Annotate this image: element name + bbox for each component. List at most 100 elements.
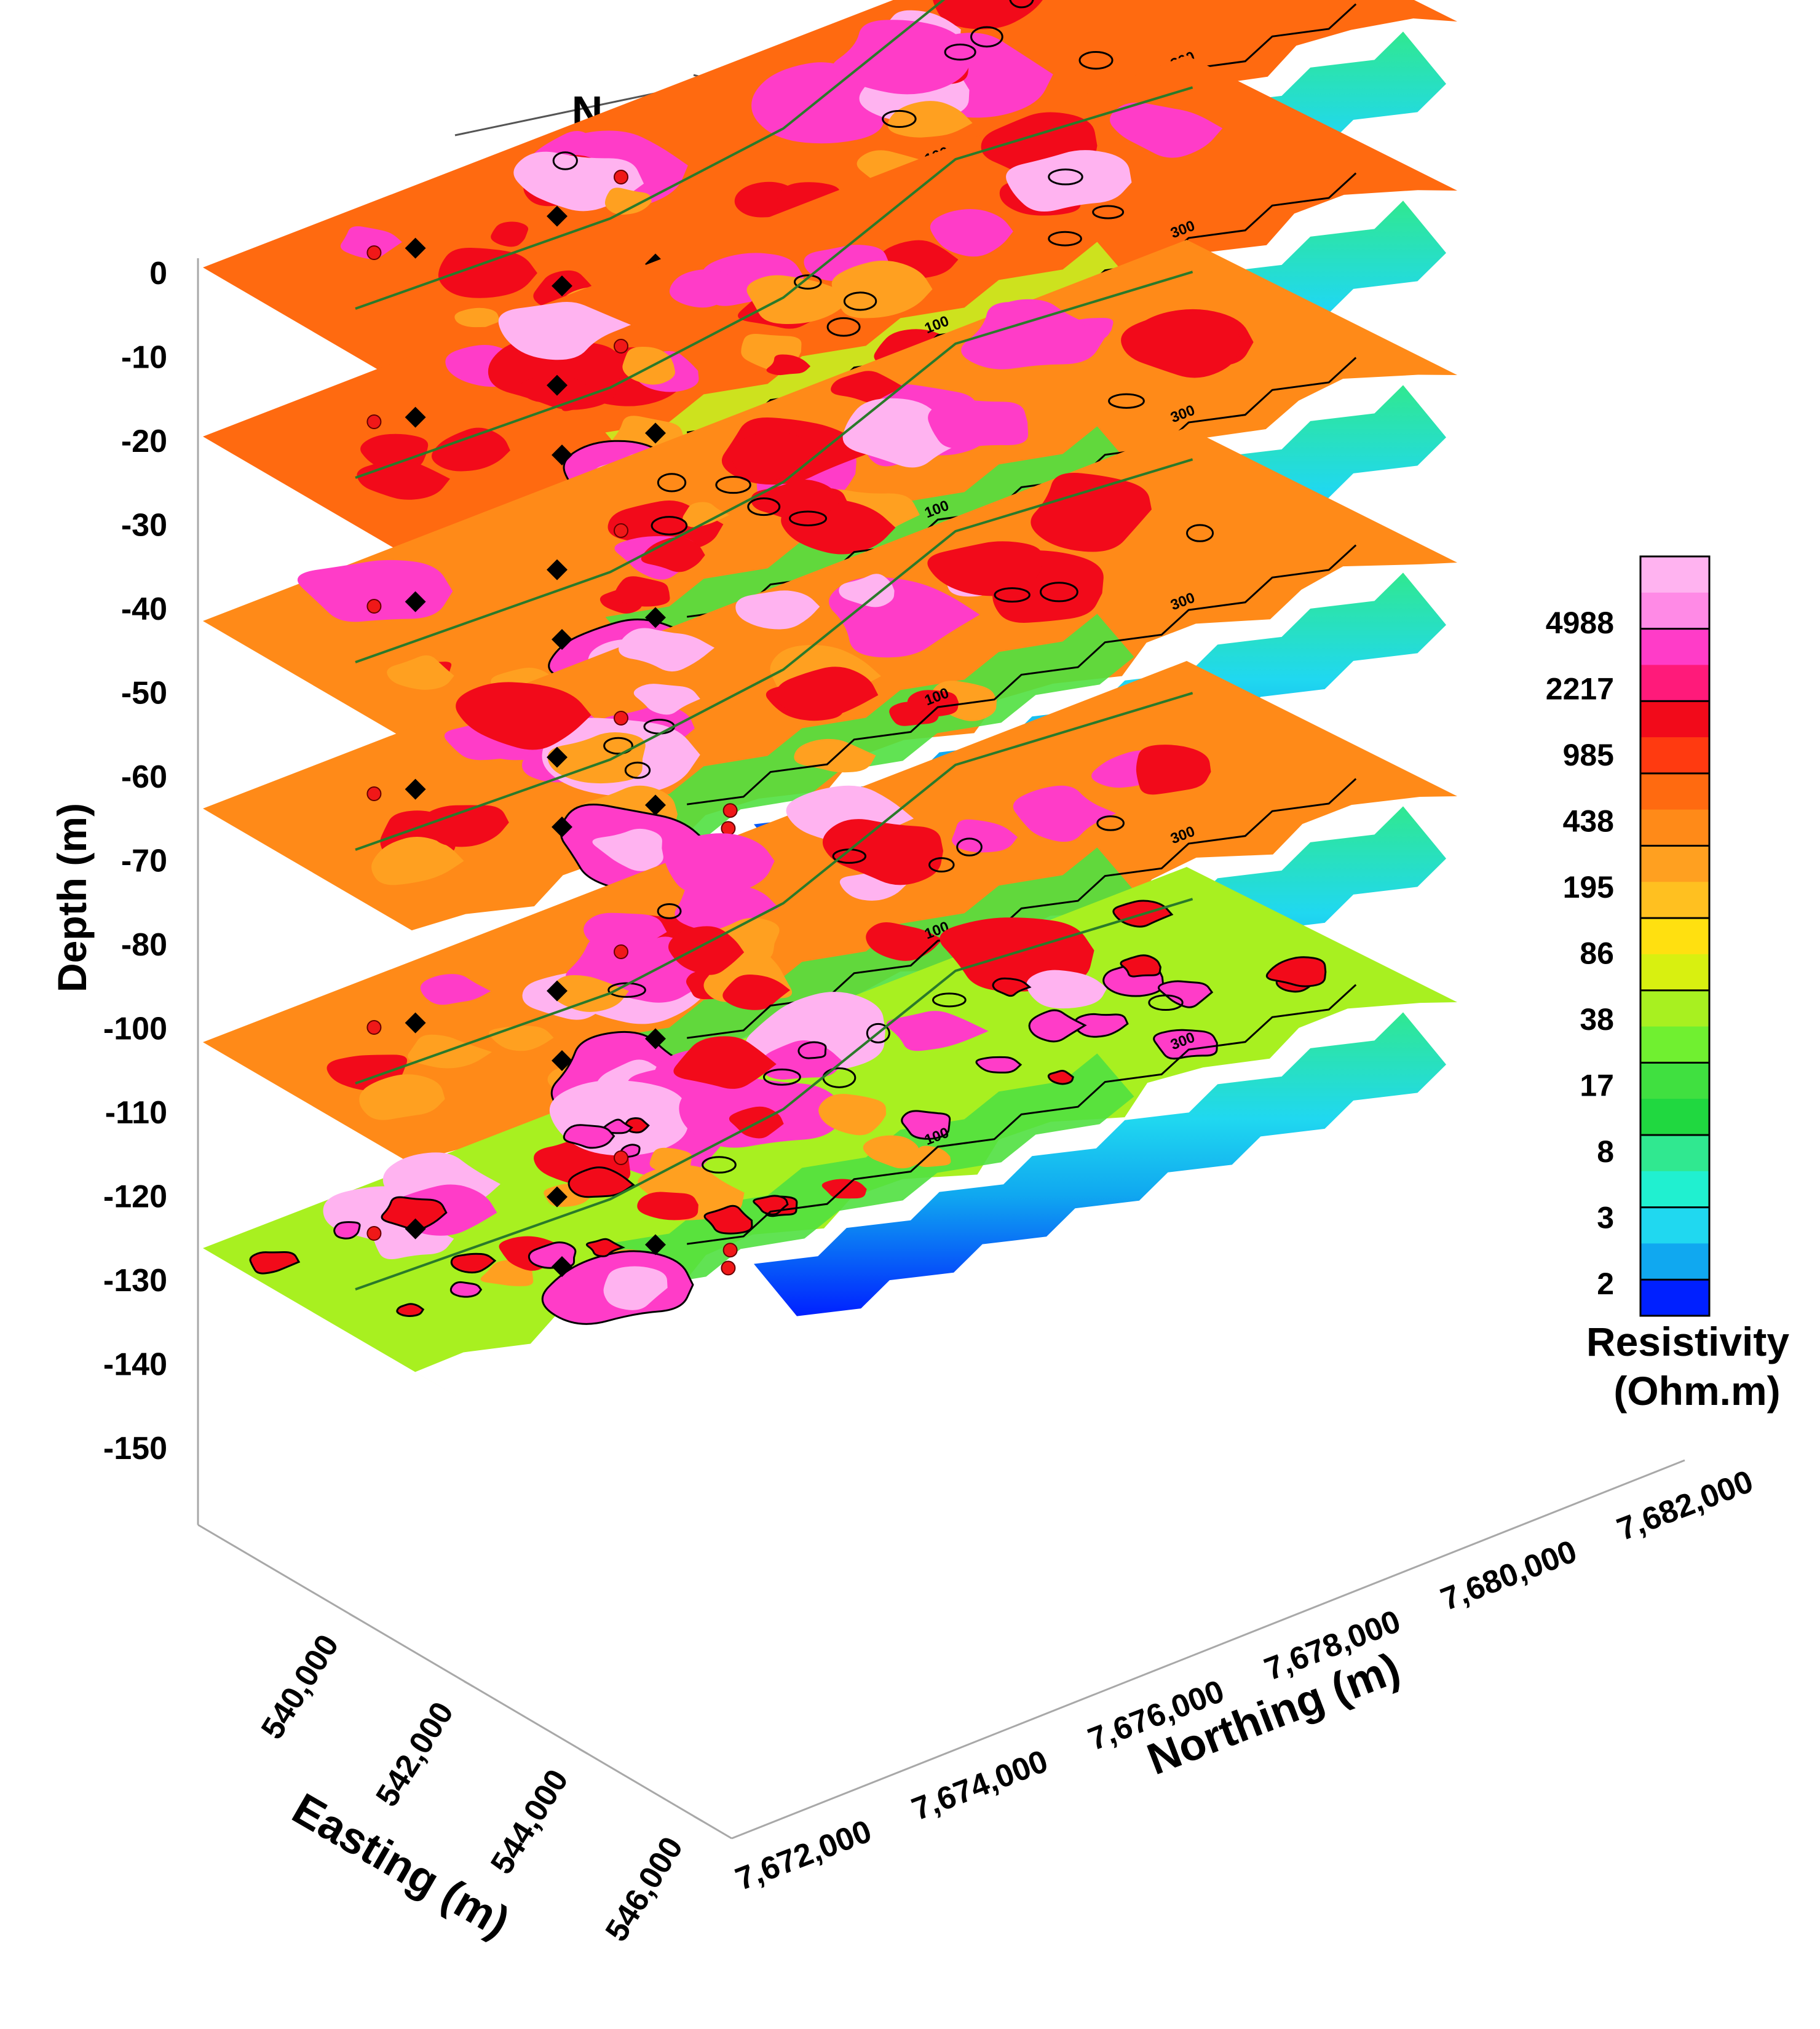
contour-ring (762, 1068, 801, 1086)
colorbar-swatch (1640, 990, 1709, 1027)
colorbar-swatch (1640, 1207, 1709, 1244)
resistivity-patch (424, 805, 509, 847)
sample-point (366, 1020, 382, 1035)
depth-tick-label: -40 (121, 591, 167, 627)
resistivity-patch (682, 502, 730, 528)
resistivity-patch (552, 975, 629, 1012)
resistivity-patch (668, 926, 745, 975)
resistivity-patch (633, 684, 700, 715)
resistivity-patch (614, 576, 670, 607)
borehole-marker (547, 559, 568, 580)
colorbar-swatch (1640, 628, 1709, 666)
borehole-marker (405, 237, 426, 259)
borehole-marker (405, 1218, 426, 1240)
resistivity-patch (1121, 313, 1242, 378)
sample-point (366, 414, 382, 429)
sample-point (366, 786, 382, 801)
resistivity-patch (673, 1036, 777, 1089)
contour-ring (866, 1022, 890, 1043)
depth-tick-label: -100 (103, 1011, 167, 1047)
contour-ring (657, 903, 682, 919)
borehole-marker (645, 1234, 666, 1256)
resistivity-patch (420, 974, 491, 1005)
borehole-marker (405, 591, 426, 612)
easting-tick-label: 546,000 (599, 1831, 690, 1948)
borehole-marker (547, 980, 568, 1002)
sample-point (614, 170, 628, 184)
resistivity-patch (1028, 1009, 1087, 1043)
northing-tick-label: 7,680,000 (1436, 1533, 1582, 1618)
colorbar-swatch (1640, 809, 1709, 847)
resistivity-patch (563, 1124, 615, 1149)
resistivity-patch (1136, 745, 1211, 795)
resistivity-patch (408, 1034, 493, 1069)
sample-point (614, 523, 628, 538)
sample-point (721, 1260, 736, 1276)
colorbar-tick-label: 86 (1580, 936, 1614, 971)
colorbar-swatch (1640, 665, 1709, 702)
resistivity-patch (381, 1196, 448, 1230)
resistivity-patch (340, 226, 402, 259)
borehole-marker (552, 629, 572, 650)
survey-line (355, 898, 1193, 1291)
resistivity-patch (438, 247, 537, 298)
colorbar-title: Resistivity (1586, 1319, 1789, 1364)
resistivity-patch (669, 269, 733, 308)
depth-tick-label: -120 (103, 1179, 167, 1215)
resistivity-patch (831, 20, 976, 95)
colorbar-swatch (1640, 1026, 1709, 1063)
resistivity-patch (1265, 956, 1327, 987)
resistivity-patch (371, 837, 464, 885)
low-resistivity-channel (754, 1012, 1446, 1316)
contour-ring (994, 587, 1031, 603)
resistivity-patch (930, 209, 1013, 257)
depth-tick-label: -70 (121, 844, 167, 879)
easting-tick-label: 540,000 (255, 1629, 346, 1746)
contour-ring (747, 497, 781, 516)
resistivity-patch (839, 574, 895, 607)
borehole-marker (645, 422, 666, 444)
slice-plate (203, 661, 1457, 1214)
resistivity-patch (866, 922, 943, 961)
contour-line (687, 544, 1357, 805)
borehole-marker (405, 406, 426, 428)
resistivity-patch (818, 1094, 887, 1136)
colorbar-tick-label: 2 (1597, 1267, 1614, 1301)
resistivity-patch (722, 974, 791, 1010)
depth-tick-label: 0 (149, 256, 167, 291)
sample-point (366, 245, 382, 260)
borehole-marker (547, 374, 568, 396)
colorbar: 4988 2217 985 438 195 86 38 17 8 3 2 Resistivity (… (1546, 555, 1789, 1414)
depth-tick-label: -150 (103, 1431, 167, 1466)
resistivity-patch (498, 301, 631, 360)
depth-tick-label: -10 (121, 340, 167, 376)
resistivity-patch (454, 307, 500, 328)
resistivity-patch (863, 1135, 921, 1169)
resistivity-patch (776, 666, 879, 717)
resistivity-patch (831, 371, 904, 403)
depth-tick-label: -130 (103, 1263, 167, 1299)
contour-ring (1078, 50, 1114, 70)
resistivity-slices: 100300100300100300100300100300100300 (203, 0, 1457, 1420)
resistivity-patch (568, 1166, 635, 1198)
colorbar-swatch (1640, 1099, 1709, 1136)
resistivity-patch (592, 828, 663, 871)
contour-ring (794, 274, 822, 290)
resistivity-patch (489, 1026, 554, 1051)
resistivity-patch (359, 1074, 445, 1120)
contour-ring (702, 1156, 737, 1174)
northing-tick-label: 7,674,000 (907, 1743, 1053, 1827)
sample-point (614, 339, 628, 354)
resistivity-patch (975, 1056, 1023, 1074)
resistivity-patch (1006, 150, 1132, 212)
resistivity-patch (1031, 473, 1152, 552)
colorbar-tick-label: 195 (1563, 870, 1614, 904)
contour-ring (928, 857, 955, 873)
borehole-marker (547, 205, 568, 227)
contour-ring (970, 26, 1003, 48)
depth-tick-label: -60 (121, 759, 167, 795)
northing-tick-label: 7,682,000 (1612, 1463, 1758, 1548)
colorbar-swatch (1640, 701, 1709, 738)
